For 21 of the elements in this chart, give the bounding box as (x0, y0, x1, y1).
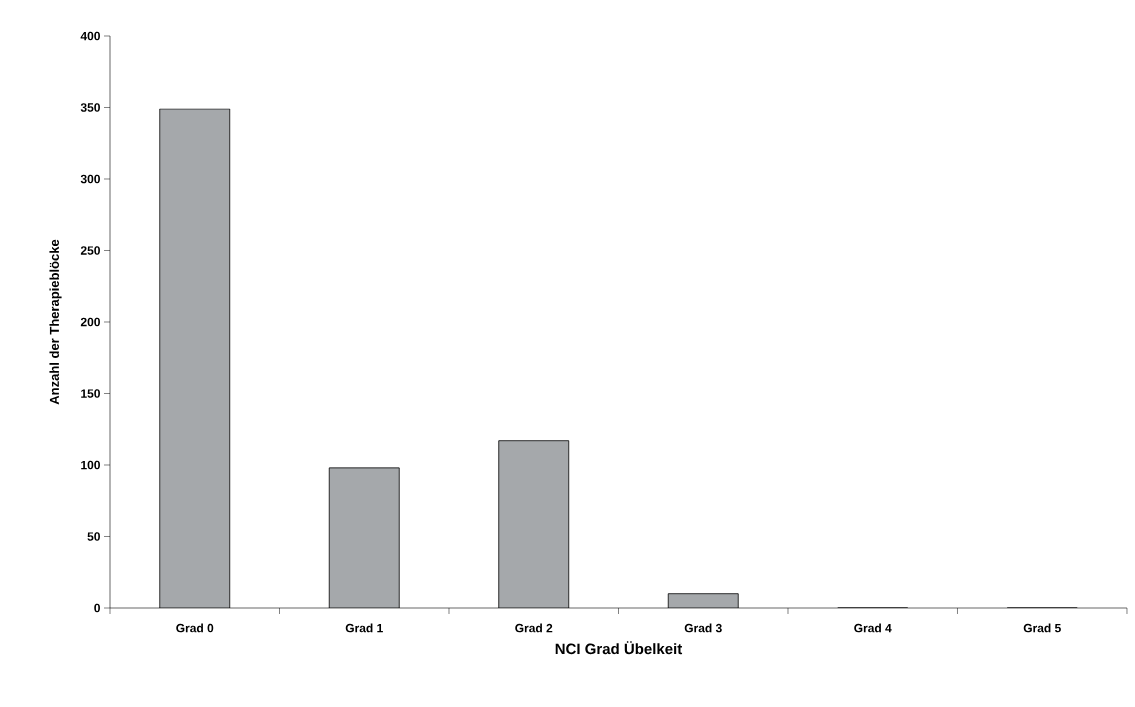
x-tick-label: Grad 3 (684, 623, 722, 633)
y-tick-label: 400 (80, 31, 100, 41)
y-tick-label: 150 (81, 389, 100, 398)
y-tick-label: 0 (94, 603, 100, 613)
y-tick-label: 100 (81, 460, 100, 470)
x-tick-label: Grad 2 (515, 623, 553, 633)
x-axis-title: NCI Grad Übelkeit (555, 641, 683, 655)
x-tick-label: Grad 0 (176, 623, 214, 633)
y-tick-label: 300 (80, 174, 100, 184)
y-tick-label: 50 (87, 532, 100, 541)
y-axis-title: Anzahl der Therapieblöcke (49, 239, 62, 405)
x-tick-label: Grad 1 (345, 623, 383, 633)
bar (159, 108, 231, 608)
bar (667, 593, 739, 608)
x-tick-label: Grad 5 (1023, 623, 1061, 633)
x-tick-label: Grad 4 (854, 623, 892, 633)
y-tick-label: 200 (80, 317, 100, 327)
y-tick-label: 250 (80, 246, 100, 255)
y-tick-label: 350 (80, 103, 100, 112)
bar (498, 440, 570, 608)
bar (328, 467, 400, 608)
